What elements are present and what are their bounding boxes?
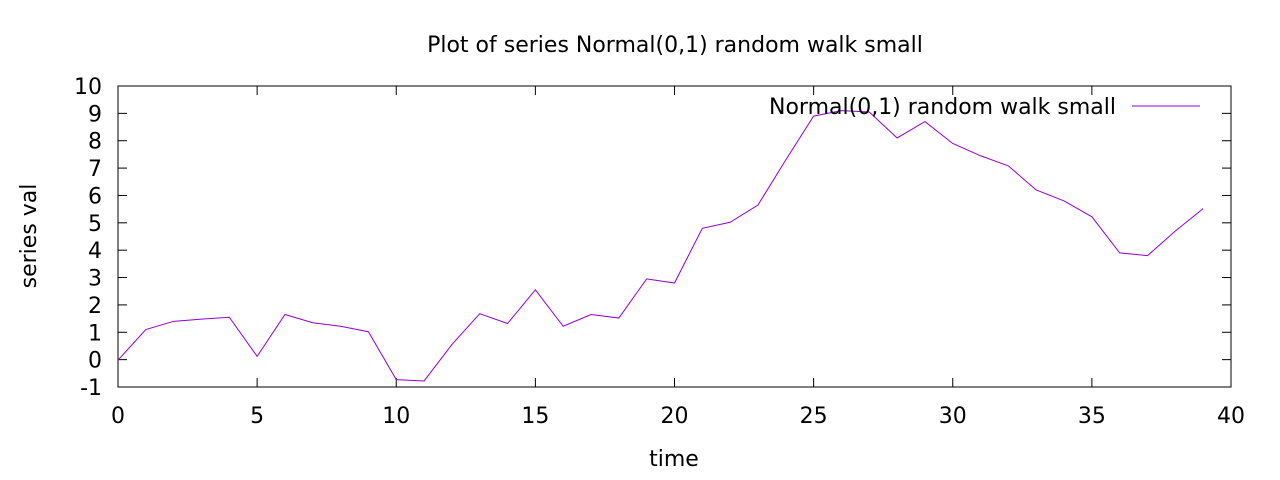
chart-title: Plot of series Normal(0,1) random walk s… xyxy=(427,33,923,58)
plot-frame xyxy=(117,85,1232,388)
x-tick-label: 40 xyxy=(1217,404,1245,429)
x-tick-label: 15 xyxy=(521,404,549,429)
y-tick-label: 8 xyxy=(88,130,102,155)
y-axis-ticks: -10 123 45 678 910 xyxy=(74,75,1231,401)
y-tick-label: 9 xyxy=(88,102,102,127)
x-tick-label: 0 xyxy=(111,404,125,429)
y-tick-label: 4 xyxy=(88,239,102,264)
y-tick-label: 3 xyxy=(88,267,102,292)
x-axis-label: time xyxy=(649,447,699,472)
y-tick-label: 1 xyxy=(88,321,102,346)
y-tick-label: 5 xyxy=(88,212,102,237)
x-tick-label: 5 xyxy=(250,404,264,429)
y-tick-label: 2 xyxy=(88,294,102,319)
y-tick-label: 10 xyxy=(74,75,102,100)
y-tick-label: 7 xyxy=(88,157,102,182)
legend: Normal(0,1) random walk small xyxy=(769,95,1200,120)
y-axis-label: series val xyxy=(17,184,42,289)
series-line xyxy=(117,110,1204,382)
y-tick-label: 0 xyxy=(88,349,102,374)
x-tick-label: 35 xyxy=(1078,404,1106,429)
x-tick-label: 25 xyxy=(800,404,828,429)
y-tick-label: -1 xyxy=(80,376,102,401)
x-tick-label: 20 xyxy=(661,404,689,429)
x-tick-label: 30 xyxy=(939,404,967,429)
x-tick-label: 10 xyxy=(382,404,410,429)
x-axis-ticks: 0 5 10 15 20 25 30 35 40 xyxy=(111,86,1245,429)
legend-label: Normal(0,1) random walk small xyxy=(769,95,1116,120)
y-tick-label: 6 xyxy=(88,184,102,209)
